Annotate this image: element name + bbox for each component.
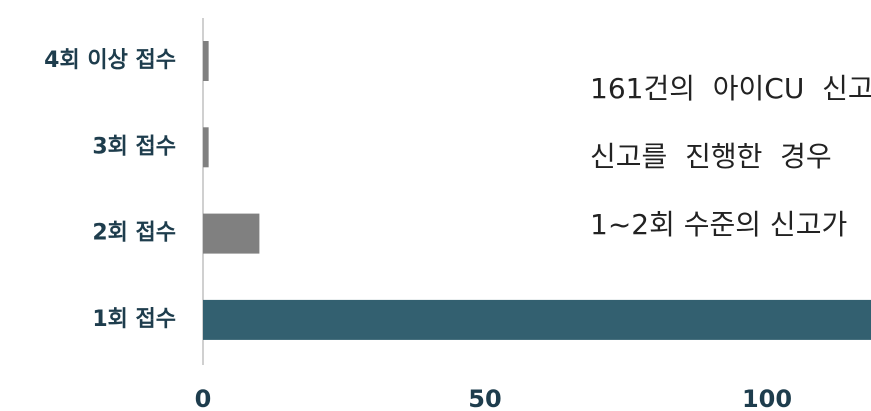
y-tick-label: 1회 접수: [92, 307, 176, 332]
bar: [203, 213, 260, 254]
y-tick-label: 2회 접수: [92, 221, 176, 246]
bar: [203, 41, 209, 81]
x-tick-label: 0: [195, 385, 212, 411]
y-tick-label: 3회 접수: [92, 134, 176, 159]
x-tick-label: 100: [742, 385, 792, 411]
annotation: 161건의 아이CU 신고 중: [590, 72, 871, 105]
x-tick-label: 50: [468, 385, 501, 411]
bar: [203, 299, 871, 340]
annotation: 1~2회 수준의 신고가: [590, 208, 847, 241]
annotation: 신고를 진행한 경우: [590, 140, 832, 173]
y-tick-label: 4회 이상 접수: [44, 48, 176, 73]
bar: [203, 127, 209, 168]
